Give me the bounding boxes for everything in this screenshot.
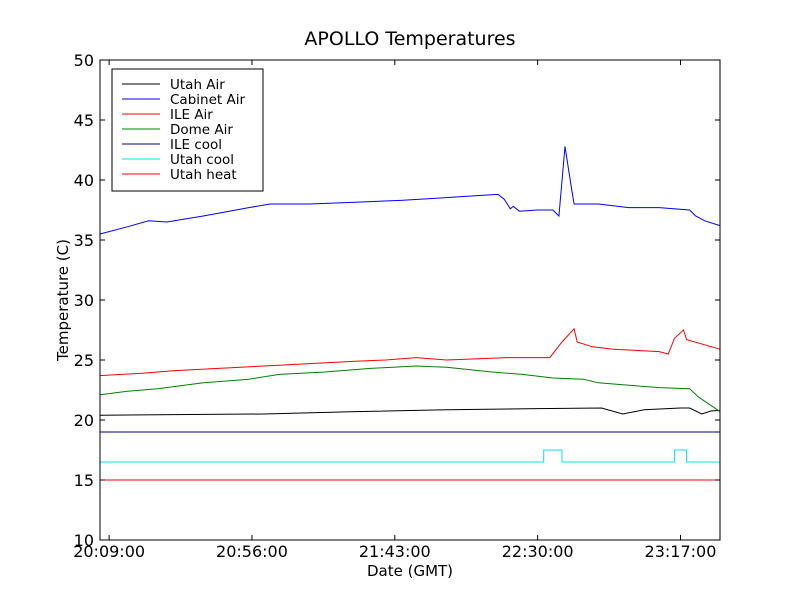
y-tick-label: 25 xyxy=(74,351,94,370)
x-tick-label: 21:43:00 xyxy=(359,542,431,561)
series-line-dome-air xyxy=(99,365,721,413)
legend-label-utah-cool: Utah cool xyxy=(170,152,234,168)
y-tick-label: 30 xyxy=(74,291,94,310)
y-tick-label: 20 xyxy=(74,411,94,430)
y-tick-label: 40 xyxy=(74,171,94,190)
x-tick-label: 20:09:00 xyxy=(73,542,145,561)
x-axis-label: Date (GMT) xyxy=(367,562,453,580)
y-tick-label: 15 xyxy=(74,471,94,490)
y-tick-label: 50 xyxy=(74,51,94,70)
x-axis: 20:09:00 20:56:00 21:43:00 22:30:00 23:17:00 xyxy=(73,60,716,561)
x-tick-label: 20:56:00 xyxy=(216,542,288,561)
y-tick-label: 45 xyxy=(74,111,94,130)
series-line-utah-cool xyxy=(100,449,720,463)
y-tick-label: 10 xyxy=(74,531,94,550)
x-tick-label: 23:17:00 xyxy=(645,542,717,561)
legend-label-dome-air: Dome Air xyxy=(170,122,233,138)
legend-label-utah-heat: Utah heat xyxy=(170,167,237,183)
series-line-cabinet-air xyxy=(99,146,721,235)
series-line-utah-air xyxy=(99,407,721,416)
y-axis: 10 15 20 25 30 35 40 45 50 xyxy=(74,51,720,550)
y-axis-label: Temperature (C) xyxy=(54,239,72,362)
y-tick-label: 35 xyxy=(74,231,94,250)
series-line-ile-air xyxy=(99,327,721,377)
legend-label-cabinet-air: Cabinet Air xyxy=(170,92,245,108)
legend-label-utah-air: Utah Air xyxy=(170,77,225,93)
series-layer xyxy=(99,146,721,481)
legend-label-ile-cool: ILE cool xyxy=(170,137,222,153)
x-tick-label: 22:30:00 xyxy=(502,542,574,561)
legend-label-ile-air: ILE Air xyxy=(170,107,213,123)
legend-box xyxy=(111,68,264,192)
chart-title: APOLLO Temperatures xyxy=(304,28,515,50)
